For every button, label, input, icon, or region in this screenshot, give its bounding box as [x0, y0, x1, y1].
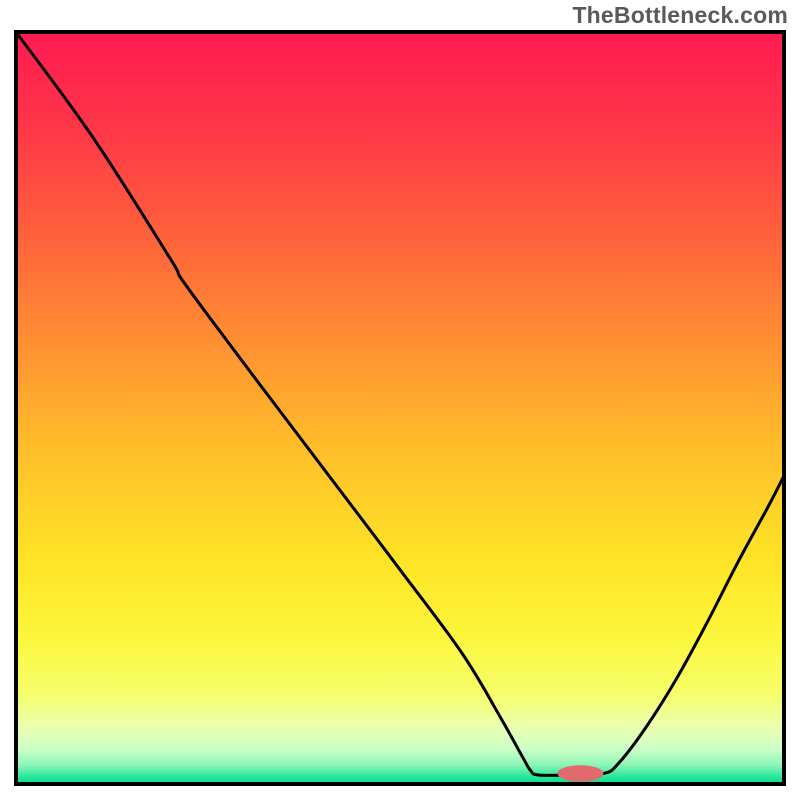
bottleneck-chart: TheBottleneck.com	[0, 0, 800, 800]
watermark-text: TheBottleneck.com	[572, 2, 788, 29]
plot-background	[16, 32, 784, 784]
chart-svg	[0, 0, 800, 800]
optimum-marker	[557, 765, 603, 782]
